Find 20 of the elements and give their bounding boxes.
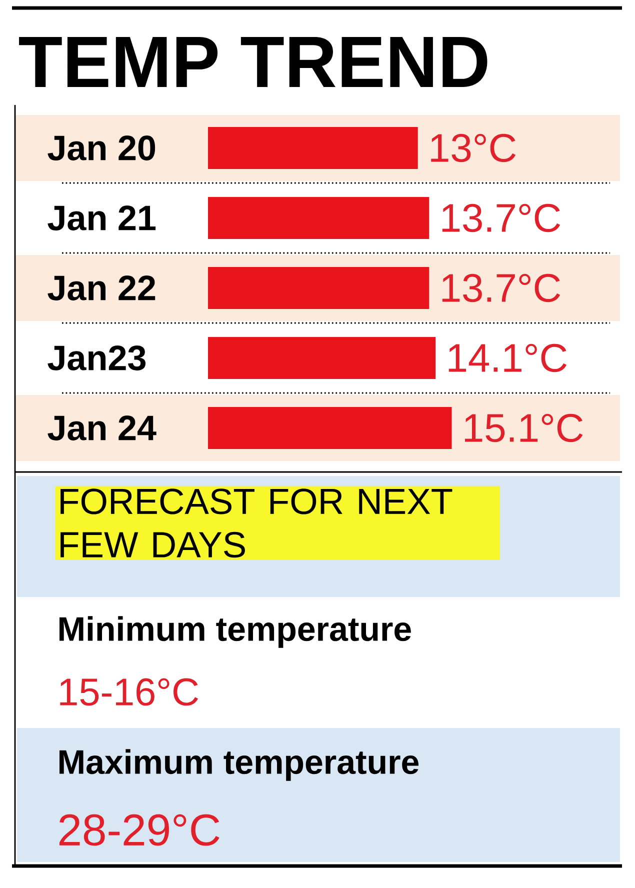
data-label: 13°C (431, 134, 516, 162)
data-label: 13.7°C (442, 204, 560, 232)
y-tick-label: Jan 22 (48, 276, 156, 300)
bar (208, 267, 430, 309)
text: FORECAST FOR NEXT FEW DAYS (60, 488, 452, 558)
text: 28-29°C (59, 814, 220, 846)
bar (208, 407, 452, 449)
text: Minimum temperature (60, 616, 411, 648)
y-tick-label: Jan 21 (48, 206, 156, 230)
y-tick-label: Jan23 (48, 346, 146, 370)
data-label: 14.1°C (448, 344, 567, 372)
y-tick-label: Jan 20 (48, 136, 156, 160)
chart-title: TEMP TREND (19, 37, 488, 87)
text: Maximum temperature (60, 749, 419, 781)
data-label: 13.7°C (442, 274, 560, 302)
bar (208, 337, 436, 379)
data-label: 15.1°C (465, 414, 583, 442)
y-tick-label: Jan 24 (48, 416, 156, 440)
bar (208, 197, 430, 240)
text: 15-16°C (60, 678, 198, 706)
